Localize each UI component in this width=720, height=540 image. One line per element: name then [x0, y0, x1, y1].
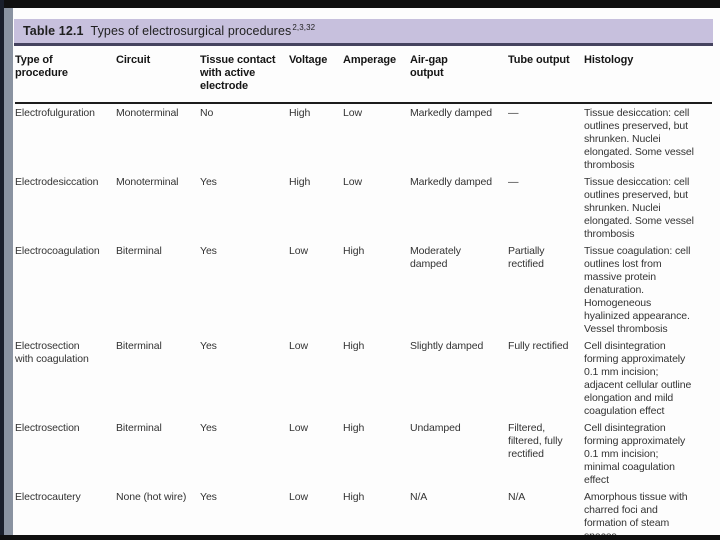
cell-tissue-contact: Yes	[200, 340, 217, 352]
cell-tissue-contact: Yes	[200, 491, 217, 503]
col-header-histology: Histology	[584, 46, 712, 104]
cell-air-gap: Moderately damped	[410, 245, 461, 270]
cell-voltage: High	[289, 176, 311, 188]
cell-procedure: Electrosection with coagulation	[15, 340, 89, 365]
cell-tube-output: Fully rectified	[508, 340, 569, 352]
cell-circuit: Biterminal	[116, 422, 162, 434]
cell-histology: Cell disintegration forming approximatel…	[584, 340, 692, 417]
cell-air-gap: Undamped	[410, 422, 461, 434]
cell-voltage: High	[289, 107, 311, 119]
left-border	[0, 0, 4, 540]
col-header-procedure: Type of procedure	[15, 46, 116, 104]
table-title-bar: Table 12.1 Types of electrosurgical proc…	[14, 19, 713, 46]
cell-amperage: High	[343, 491, 365, 503]
col-header-air-gap: Air-gap output	[410, 46, 508, 104]
table-title: Types of electrosurgical procedures	[90, 24, 292, 38]
cell-tissue-contact: Yes	[200, 422, 217, 434]
cell-histology: Tissue desiccation: cell outlines preser…	[584, 107, 694, 171]
table-row: Electrosection with coagulation Bitermin…	[15, 337, 712, 419]
cell-histology: Tissue coagulation: cell outlines lost f…	[584, 245, 691, 335]
cell-circuit: Biterminal	[116, 245, 162, 257]
col-header-tissue-contact: Tissue contact with active electrode	[200, 46, 289, 104]
cell-amperage: Low	[343, 176, 362, 188]
cell-procedure: Electrodesiccation	[15, 176, 99, 188]
procedures-table: Type of procedure Circuit Tissue contact…	[15, 46, 712, 540]
table-body: Electrofulguration Monoterminal No High …	[15, 103, 712, 540]
cell-tube-output: —	[508, 107, 519, 119]
cell-tube-output: Partially rectified	[508, 245, 545, 270]
cell-tissue-contact: Yes	[200, 245, 217, 257]
cell-circuit: Biterminal	[116, 340, 162, 352]
table-row: Electrodesiccation Monoterminal Yes High…	[15, 173, 712, 242]
cell-voltage: Low	[289, 422, 308, 434]
cell-tissue-contact: No	[200, 107, 214, 119]
col-header-circuit: Circuit	[116, 46, 200, 104]
col-header-voltage: Voltage	[289, 46, 343, 104]
table-row: Electrosection Biterminal Yes Low High U…	[15, 419, 712, 488]
cell-circuit: Monoterminal	[116, 176, 179, 188]
cell-air-gap: N/A	[410, 491, 428, 503]
cell-tube-output: —	[508, 176, 519, 188]
cell-histology: Amorphous tissue with charred foci and f…	[584, 491, 688, 540]
cell-amperage: High	[343, 245, 365, 257]
top-border	[0, 0, 720, 8]
table-row: Electrofulguration Monoterminal No High …	[15, 103, 712, 173]
cell-amperage: Low	[343, 107, 362, 119]
cell-procedure: Electrocautery	[15, 491, 81, 503]
cell-procedure: Electrofulguration	[15, 107, 95, 119]
table-title-citations: 2,3,32	[292, 22, 316, 32]
cell-procedure: Electrosection	[15, 422, 80, 434]
left-margin-strip	[4, 8, 13, 535]
table-page: Table 12.1 Types of electrosurgical proc…	[13, 8, 720, 540]
col-header-amperage: Amperage	[343, 46, 410, 104]
cell-tissue-contact: Yes	[200, 176, 217, 188]
cell-histology: Tissue desiccation: cell outlines preser…	[584, 176, 694, 240]
cell-air-gap: Markedly damped	[410, 107, 492, 119]
cell-tube-output: N/A	[508, 491, 526, 503]
cell-procedure: Electrocoagulation	[15, 245, 100, 257]
cell-circuit: None (hot wire)	[116, 491, 187, 503]
table-number: Table 12.1	[23, 24, 84, 38]
cell-tube-output: Filtered, filtered, fully rectified	[508, 422, 563, 460]
table-header: Type of procedure Circuit Tissue contact…	[15, 46, 712, 104]
header-row: Type of procedure Circuit Tissue contact…	[15, 46, 712, 104]
cell-amperage: High	[343, 422, 365, 434]
cell-air-gap: Slightly damped	[410, 340, 484, 352]
cell-circuit: Monoterminal	[116, 107, 179, 119]
table-row: Electrocautery None (hot wire) Yes Low H…	[15, 488, 712, 540]
col-header-tube-output: Tube output	[508, 46, 584, 104]
cell-voltage: Low	[289, 340, 308, 352]
table-row: Electrocoagulation Biterminal Yes Low Hi…	[15, 242, 712, 337]
cell-air-gap: Markedly damped	[410, 176, 492, 188]
cell-amperage: High	[343, 340, 365, 352]
cell-voltage: Low	[289, 491, 308, 503]
bottom-border	[0, 535, 720, 540]
cell-histology: Cell disintegration forming approximatel…	[584, 422, 686, 486]
cell-voltage: Low	[289, 245, 308, 257]
